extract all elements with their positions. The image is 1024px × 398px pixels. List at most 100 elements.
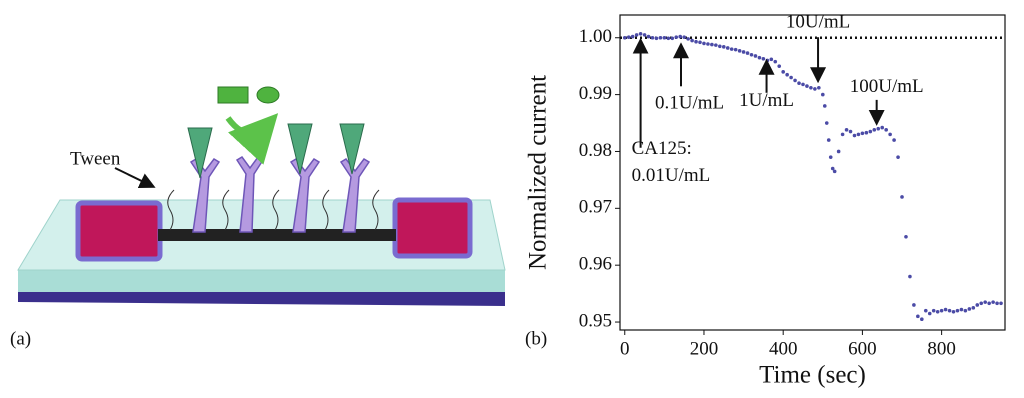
- panel-label: (a): [10, 328, 31, 349]
- data-point: [840, 132, 845, 137]
- data-point: [670, 36, 675, 41]
- x-tick-label: 200: [690, 338, 719, 359]
- data-point: [983, 300, 987, 304]
- data-point: [908, 274, 912, 279]
- data-point: [706, 42, 710, 46]
- x-axis-title: Time (sec): [759, 362, 866, 389]
- x-tick-label: 600: [848, 338, 877, 359]
- data-point: [916, 314, 920, 319]
- data-point: [830, 166, 835, 171]
- data-point: [860, 131, 865, 136]
- data-point: [729, 47, 734, 51]
- data-point: [646, 34, 651, 39]
- data-point: [654, 36, 659, 41]
- data-point: [634, 33, 639, 37]
- data-point: [868, 129, 873, 134]
- y-axis-title: Normalized current: [525, 75, 552, 270]
- annotation-label: 100U/mL: [850, 76, 924, 97]
- data-point: [781, 70, 785, 74]
- annotation-label: 0.01U/mL: [632, 165, 711, 186]
- y-tick-label: 0.96: [579, 254, 612, 275]
- data-point: [951, 310, 956, 314]
- data-point: [733, 47, 738, 52]
- data-point: [630, 34, 635, 39]
- data-point: [817, 85, 821, 90]
- data-point: [888, 132, 892, 137]
- y-tick-label: 1.00: [579, 26, 612, 47]
- data-point: [745, 51, 750, 55]
- data-point: [741, 50, 746, 54]
- data-point: [809, 85, 813, 90]
- data-point: [824, 121, 829, 125]
- data-point: [896, 155, 900, 159]
- data-point: [967, 307, 972, 311]
- data-point: [832, 169, 837, 174]
- data-point: [678, 34, 683, 39]
- data-point: [880, 125, 885, 130]
- data-point: [694, 39, 698, 44]
- data-point: [864, 130, 869, 135]
- y-tick-label: 0.99: [579, 83, 612, 104]
- data-point: [725, 46, 730, 50]
- data-point: [856, 132, 861, 137]
- data-point: [797, 81, 801, 86]
- data-point: [987, 301, 991, 306]
- data-point: [690, 38, 694, 43]
- data-point: [761, 56, 766, 61]
- data-point: [995, 301, 999, 306]
- annotation-label: CA125:: [632, 138, 692, 159]
- annotation-label: 10U/mL: [786, 12, 850, 33]
- data-point: [710, 42, 714, 47]
- data-point: [904, 234, 908, 239]
- data-point: [721, 45, 726, 49]
- data-point: [920, 317, 924, 321]
- data-point: [777, 64, 782, 68]
- data-point: [718, 44, 722, 49]
- data-point: [813, 87, 817, 91]
- data-point: [820, 92, 825, 97]
- data-point: [650, 35, 655, 40]
- data-point: [939, 308, 944, 313]
- data-point: [836, 149, 841, 154]
- data-point: [822, 104, 827, 108]
- data-point: [848, 129, 853, 134]
- data-point: [801, 82, 805, 87]
- data-point: [955, 308, 960, 313]
- data-point: [626, 35, 631, 39]
- plot-frame: [619, 14, 1006, 331]
- data-point: [931, 308, 936, 313]
- data-point: [923, 308, 928, 313]
- data-point: [674, 35, 679, 39]
- data-point: [662, 35, 667, 40]
- data-point: [642, 33, 647, 37]
- data-point: [844, 128, 849, 132]
- data-point: [975, 303, 980, 307]
- data-point: [927, 311, 932, 316]
- data-point: [947, 308, 952, 313]
- data-point: [658, 35, 663, 40]
- y-tick-label: 0.95: [579, 310, 612, 331]
- data-point: [702, 41, 706, 46]
- data-point: [828, 155, 833, 159]
- data-point: [959, 307, 964, 312]
- data-point: [749, 53, 754, 57]
- device-illustration: [17, 86, 506, 306]
- data-point: [979, 301, 984, 306]
- data-point: [622, 35, 627, 40]
- data-point: [757, 55, 762, 60]
- annotation-label: 1U/mL: [739, 90, 794, 111]
- data-point: [892, 138, 896, 142]
- data-point: [698, 40, 702, 45]
- panel-label: (b): [525, 328, 547, 349]
- data-point: [773, 59, 778, 64]
- x-tick-label: 400: [769, 338, 798, 359]
- data-point: [753, 54, 758, 58]
- annotation-label: 0.1U/mL: [655, 93, 724, 114]
- data-point: [737, 49, 742, 53]
- data-point: [876, 126, 881, 131]
- data-point: [884, 128, 888, 132]
- data-point: [793, 78, 797, 83]
- data-point: [963, 308, 968, 313]
